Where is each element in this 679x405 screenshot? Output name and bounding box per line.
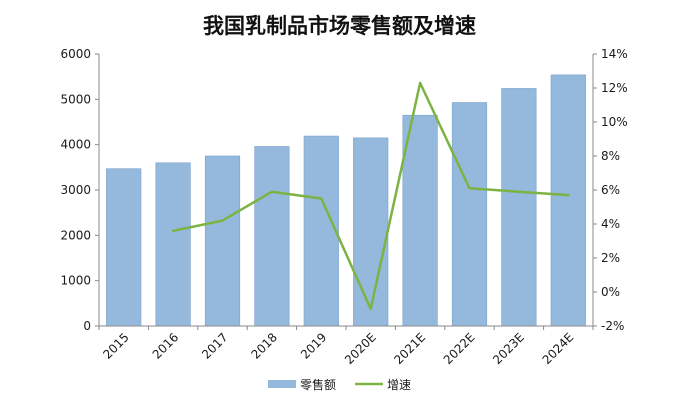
left-tick-label: 6000 [60, 47, 91, 61]
bar-2020E [353, 137, 389, 327]
bar-2017 [204, 155, 241, 327]
right-tick-label: 14% [601, 47, 628, 61]
legend-label-line: 增速 [387, 378, 411, 392]
left-axis-ticks: 0 1000 2000 3000 4000 5000 6000 [60, 47, 99, 333]
left-tick-label: 0 [83, 319, 91, 333]
bar-2023E [501, 88, 537, 327]
left-tick-label: 4000 [60, 138, 91, 152]
bar-2018 [254, 146, 290, 327]
x-axis-ticks: 2015 2016 2017 2018 2019 2020E 2021E 2022E 2023E… [98, 326, 594, 367]
chart-title: 我国乳制品市场零售额及增速 [203, 14, 476, 38]
x-tick-label: 2022E [441, 330, 478, 367]
right-tick-label: 10% [601, 115, 628, 129]
right-tick-label: 12% [601, 81, 628, 95]
right-axis-ticks: -2% 0% 2% 4% 6% 8% 10% 12% 14% [593, 47, 628, 333]
x-tick-label: 2018 [249, 330, 280, 361]
bar-2024E [550, 74, 586, 327]
left-tick-label: 3000 [60, 183, 91, 197]
right-tick-label: 6% [601, 183, 620, 197]
legend: 零售额 增速 [268, 377, 411, 392]
bar-2019 [303, 135, 339, 327]
right-tick-label: 2% [601, 251, 620, 265]
x-tick-label: 2016 [150, 330, 181, 361]
x-tick-label: 2015 [100, 330, 131, 361]
x-tick-label: 2020E [342, 330, 379, 367]
bar-series [106, 74, 586, 327]
bar-2016 [155, 162, 191, 327]
legend-label-bar: 零售额 [300, 377, 336, 392]
line-series [171, 81, 570, 311]
right-tick-label: 4% [601, 217, 620, 231]
left-tick-label: 1000 [60, 274, 91, 288]
x-tick-label: 2023E [490, 330, 527, 367]
bar-2022E [451, 102, 488, 327]
left-tick-label: 5000 [60, 92, 91, 106]
legend-swatch-bar [268, 380, 296, 388]
left-tick-label: 2000 [60, 228, 91, 242]
right-tick-label: -2% [601, 319, 624, 333]
right-tick-label: 0% [601, 285, 620, 299]
bar-2021E [402, 114, 438, 327]
x-tick-label: 2019 [298, 330, 329, 361]
x-tick-label: 2017 [199, 330, 230, 361]
x-tick-label: 2021E [391, 330, 428, 367]
bar-2015 [106, 168, 142, 327]
right-tick-label: 8% [601, 149, 620, 163]
x-tick-label: 2024E [540, 330, 577, 367]
